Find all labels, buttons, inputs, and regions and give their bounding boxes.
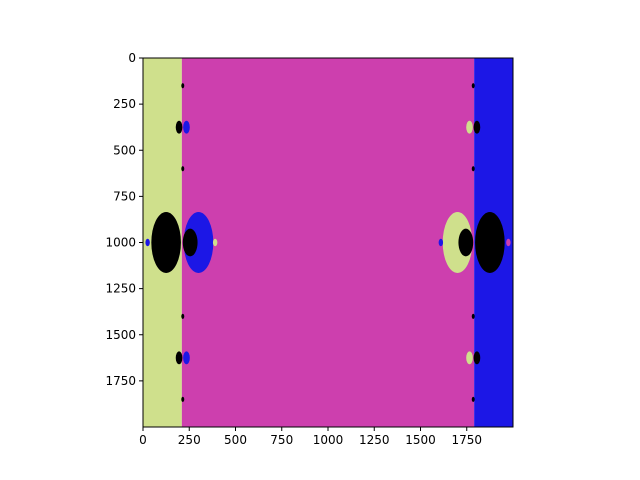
- basin-feature-23: [212, 238, 218, 247]
- basin-feature-10: [466, 120, 473, 134]
- basin-feature-25: [506, 238, 511, 247]
- x-tick-label: 1750: [451, 433, 482, 447]
- basin-feature-18: [471, 83, 475, 89]
- basin-feature-3: [442, 212, 473, 273]
- basin-feature-0: [183, 212, 214, 273]
- y-tick-label: 1750: [105, 374, 136, 388]
- basin-feature-16: [181, 313, 185, 319]
- axes: 0 250 500 750 1000 1250 1500 1750 0 250 500 750 1000…: [105, 51, 514, 447]
- basin-feature-7: [183, 120, 190, 134]
- basin-feature-2: [182, 228, 198, 257]
- y-tick-label: 750: [113, 189, 136, 203]
- basin-feature-24: [438, 238, 444, 247]
- y-tick-label: 1000: [105, 236, 136, 250]
- y-tick-label: 1500: [105, 328, 136, 342]
- x-tick-label: 0: [139, 433, 147, 447]
- basin-feature-9: [183, 351, 190, 365]
- x-tick-label: 1500: [405, 433, 436, 447]
- x-tick-label: 750: [270, 433, 293, 447]
- x-tick-label: 1250: [359, 433, 390, 447]
- y-tick-label: 1250: [105, 282, 136, 296]
- y-tick-label: 500: [113, 143, 136, 157]
- basin-image: [143, 58, 513, 427]
- basin-feature-12: [466, 351, 473, 365]
- y-tick-label: 0: [128, 51, 136, 65]
- basin-feature-4: [475, 212, 505, 273]
- basin-feature-6: [175, 120, 183, 134]
- basin-feature-5: [458, 228, 474, 257]
- basin-region-1: [181, 58, 475, 427]
- plot-area: 0 250 500 750 1000 1250 1500 1750 0 250 500 750 1000…: [105, 51, 514, 447]
- basin-feature-13: [473, 351, 481, 365]
- basin-feature-20: [471, 313, 475, 319]
- basin-feature-1: [151, 212, 181, 273]
- basin-feature-14: [181, 83, 185, 89]
- basin-feature-19: [471, 166, 475, 172]
- x-tick-label: 250: [178, 433, 201, 447]
- basin-feature-15: [181, 166, 185, 172]
- basin-feature-21: [471, 396, 475, 402]
- basin-feature-22: [145, 238, 150, 247]
- basin-feature-11: [473, 120, 481, 134]
- basin-feature-17: [181, 396, 185, 402]
- x-tick-label: 500: [224, 433, 247, 447]
- basin-feature-8: [175, 351, 183, 365]
- x-tick-label: 1000: [313, 433, 344, 447]
- y-tick-label: 250: [113, 97, 136, 111]
